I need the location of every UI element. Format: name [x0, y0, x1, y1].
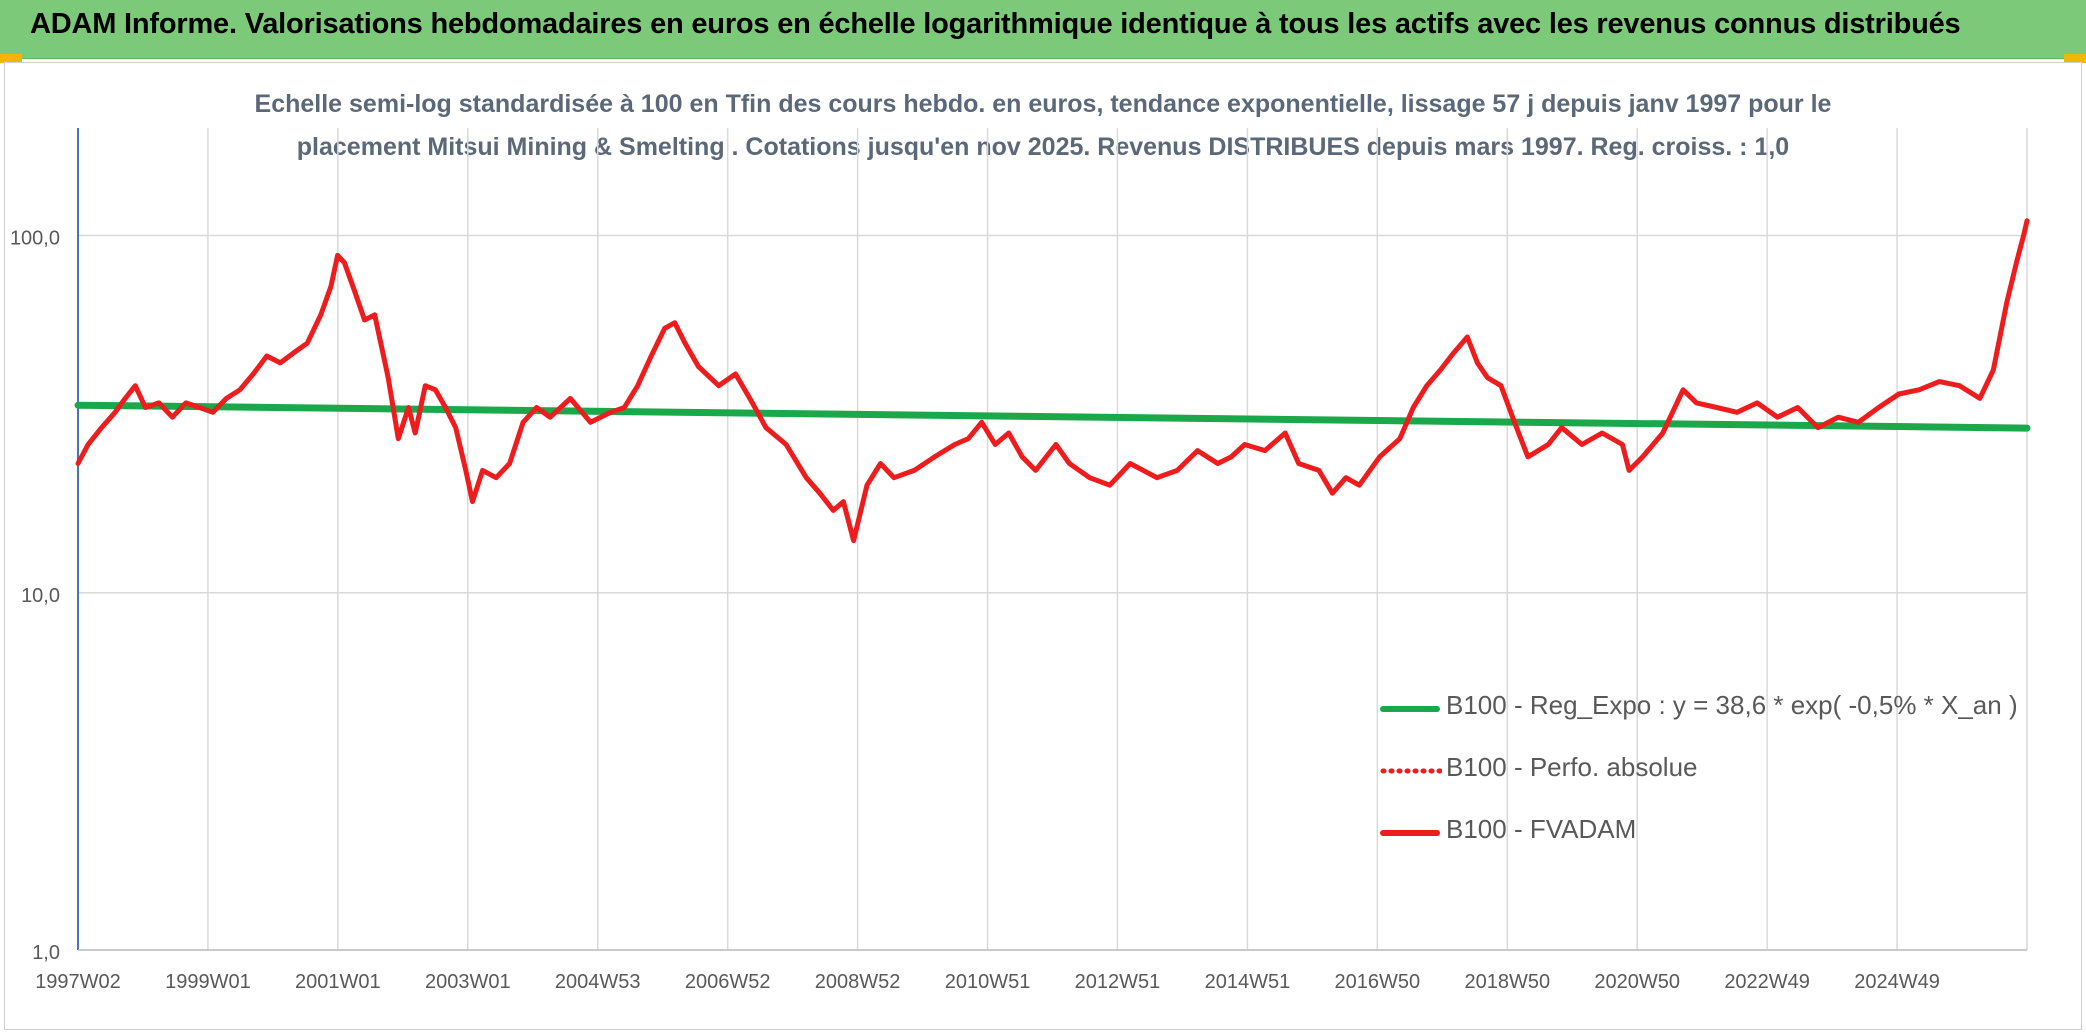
- x-tick-label: 1997W02: [35, 971, 121, 993]
- legend-swatch-red: [1380, 830, 1440, 836]
- corner-marker-right: [2064, 54, 2086, 63]
- y-tick-label: 100,0: [10, 228, 60, 250]
- axes: [77, 128, 2027, 951]
- x-tick-label: 2004W53: [555, 971, 641, 993]
- x-tick-label: 2001W01: [295, 971, 381, 993]
- chart-subtitle-line-2: placement Mitsui Mining & Smelting . Cot…: [296, 133, 1790, 161]
- x-tick-label: 2018W50: [1464, 971, 1550, 993]
- tick-labels: 1,0 10,0 100,0 1997W02 1999W01 2001W01 2003W01…: [10, 228, 1940, 993]
- x-tick-label: 1999W01: [165, 971, 251, 993]
- x-tick-label: 2020W50: [1594, 971, 1680, 993]
- x-tick-label: 2010W51: [945, 971, 1031, 993]
- report-title: ADAM Informe. Valorisations hebdomadaire…: [30, 8, 1961, 40]
- report-header: ADAM Informe. Valorisations hebdomadaire…: [0, 0, 2086, 59]
- legend-swatch-dotted: [1380, 768, 1442, 774]
- legend-label-fvadam: B100 - FVADAM: [1446, 814, 1637, 844]
- x-tick-label: 2012W51: [1075, 971, 1161, 993]
- x-tick-label: 2024W49: [1854, 971, 1940, 993]
- legend-label-reg-expo: B100 - Reg_Expo : y = 38,6 * exp( -0,5% …: [1446, 690, 2018, 720]
- x-tick-label: 2014W51: [1205, 971, 1291, 993]
- grid-lines: [78, 128, 2028, 951]
- chart-frame: [4, 62, 2082, 1030]
- x-tick-label: 2016W50: [1335, 971, 1421, 993]
- corner-marker-left: [0, 54, 22, 63]
- x-tick-label: 2022W49: [1724, 971, 1810, 993]
- x-tick-label: 2006W52: [685, 971, 771, 993]
- y-tick-label: 1,0: [32, 942, 60, 964]
- legend-swatch-green: [1380, 706, 1440, 712]
- series-line-0: [74, 401, 2031, 432]
- series-line-2: [75, 218, 2030, 544]
- y-tick-label: 10,0: [21, 585, 60, 607]
- x-tick-label: 2008W52: [815, 971, 901, 993]
- x-tick-label: 2003W01: [425, 971, 511, 993]
- legend-label-perfo: B100 - Perfo. absolue: [1446, 752, 1698, 782]
- chart-subtitle-line-1: Echelle semi-log standardisée à 100 en T…: [254, 90, 1832, 118]
- series-lines: [74, 218, 2031, 544]
